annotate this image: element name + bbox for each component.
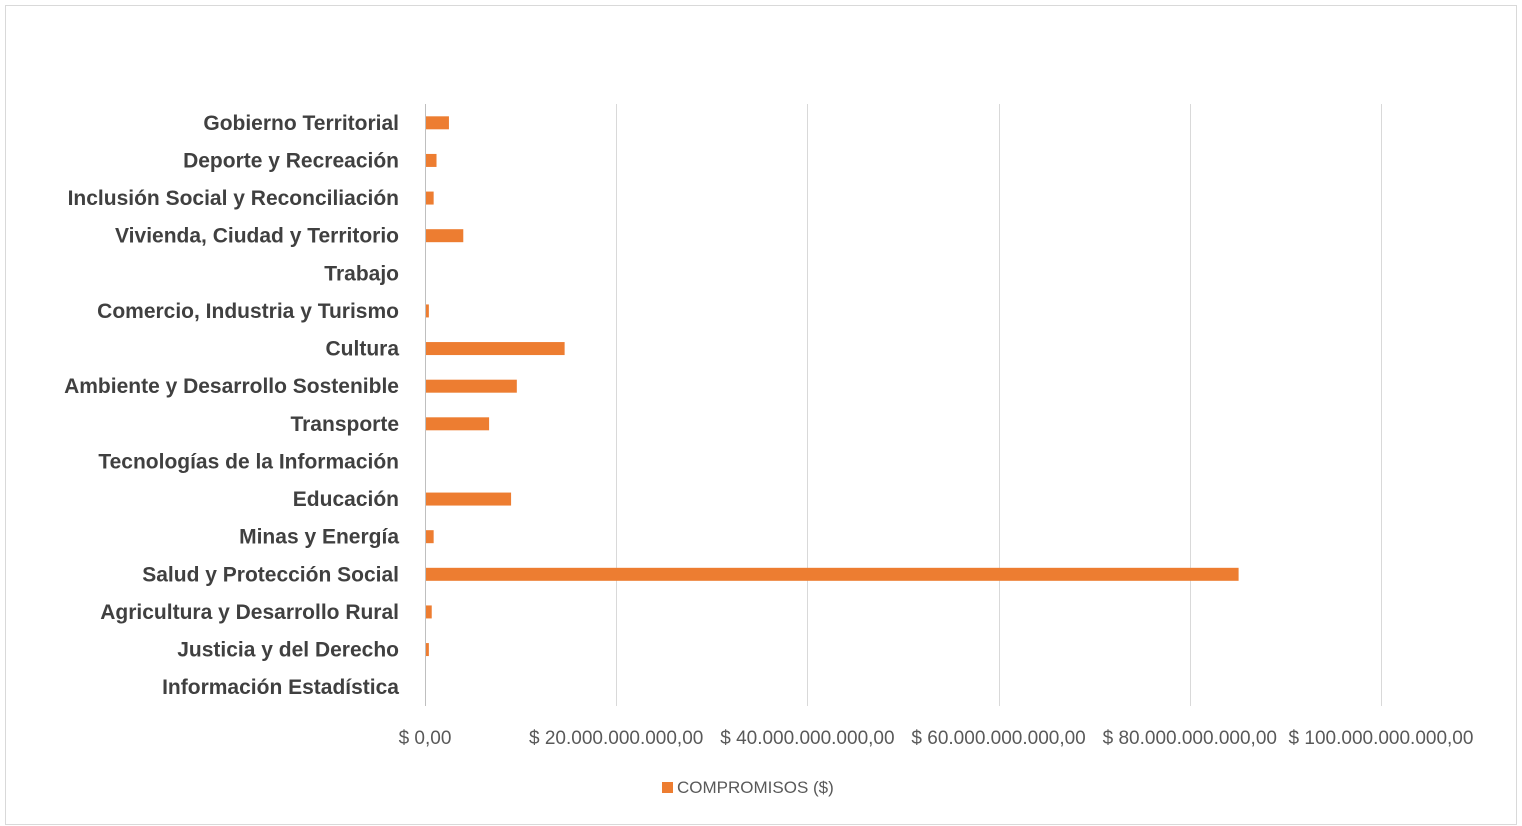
x-tick-label: $ 80.000.000.000,00 xyxy=(1103,728,1277,749)
x-tick-labels: $ 0,00 $ 20.000.000.000,00 $ 40.000.000.00… xyxy=(399,728,1474,749)
category-label: Información Estadística xyxy=(162,676,399,699)
chart-frame: Información Estadística Justicia y del De… xyxy=(5,5,1517,825)
category-label: Gobierno Territorial xyxy=(203,112,399,135)
bar xyxy=(426,116,449,130)
bar xyxy=(426,379,517,393)
bar xyxy=(426,342,565,356)
category-label: Ambiente y Desarrollo Sostenible xyxy=(64,375,399,398)
x-tick-label: $ 0,00 xyxy=(399,728,452,749)
bar xyxy=(426,191,434,205)
category-label: Trabajo xyxy=(324,262,399,285)
category-label: Educación xyxy=(293,488,399,511)
bar xyxy=(426,229,464,243)
category-label: Minas y Energía xyxy=(239,526,399,549)
category-label: Agricultura y Desarrollo Rural xyxy=(100,601,399,624)
legend-swatch xyxy=(662,782,673,793)
category-labels: Información Estadística Justicia y del De… xyxy=(64,112,399,699)
bar xyxy=(426,492,512,506)
bar xyxy=(426,643,429,657)
category-label: Justicia y del Derecho xyxy=(177,639,399,662)
category-label: Deporte y Recreación xyxy=(183,149,399,172)
x-tick-label: $ 40.000.000.000,00 xyxy=(720,728,894,749)
category-label: Tecnologías de la Información xyxy=(98,450,399,473)
gridlines xyxy=(616,104,1382,706)
legend: COMPROMISOS ($) xyxy=(662,778,834,797)
category-label: Inclusión Social y Reconciliación xyxy=(68,187,399,210)
x-tick-label: $ 60.000.000.000,00 xyxy=(911,728,1085,749)
category-label: Salud y Protección Social xyxy=(142,563,399,586)
bar xyxy=(426,153,437,167)
bar-chart: Información Estadística Justicia y del De… xyxy=(64,104,1474,797)
category-label: Comercio, Industria y Turismo xyxy=(97,300,399,323)
bar xyxy=(426,567,1239,581)
bar xyxy=(426,530,434,544)
x-tick-label: $ 20.000.000.000,00 xyxy=(529,728,703,749)
category-label: Cultura xyxy=(326,338,400,361)
x-tick-label: $ 100.000.000.000,00 xyxy=(1289,728,1474,749)
bars xyxy=(426,116,1239,657)
legend-label: COMPROMISOS ($) xyxy=(677,778,834,797)
bar xyxy=(426,605,432,619)
bar xyxy=(426,417,490,431)
category-label: Vivienda, Ciudad y Territorio xyxy=(115,225,399,248)
category-label: Transporte xyxy=(290,413,399,436)
bar xyxy=(426,304,429,318)
